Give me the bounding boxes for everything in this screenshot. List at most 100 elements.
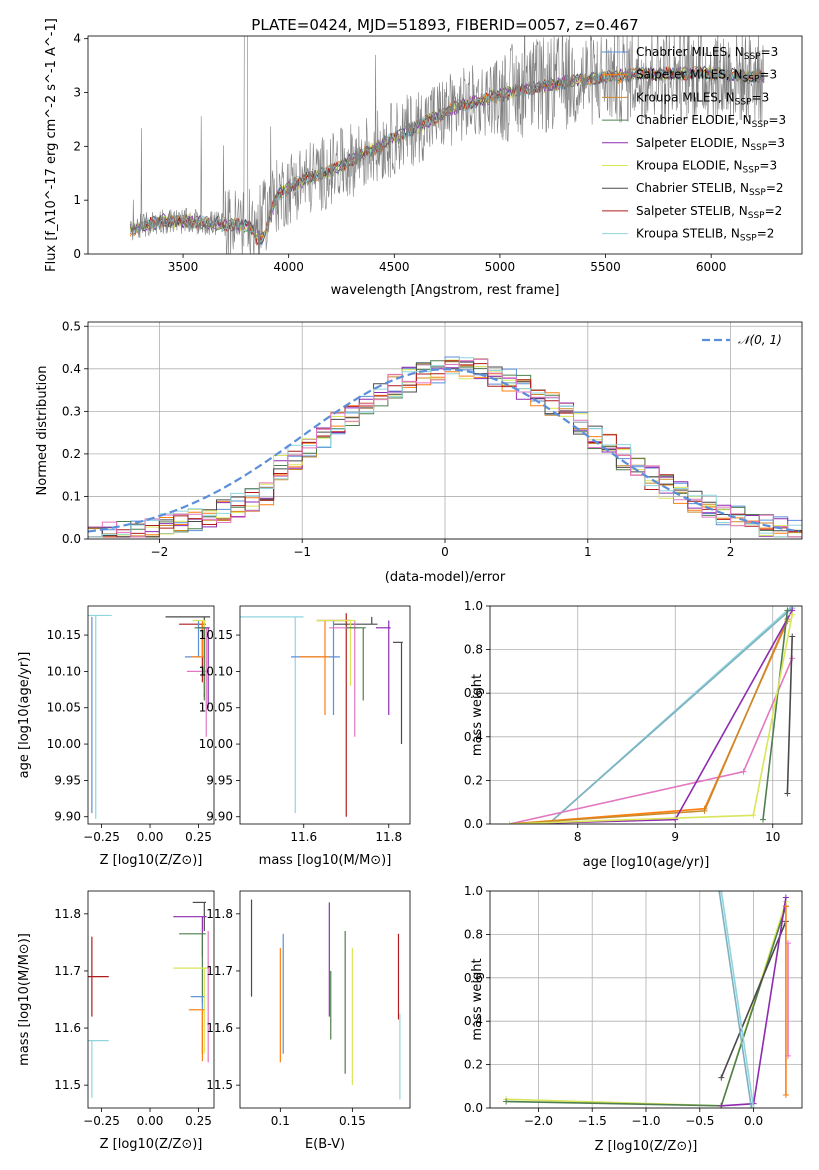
axes-frame — [489, 605, 803, 825]
y-tick-label: 10.00 — [47, 737, 81, 751]
y-axis-label: mass weight — [470, 958, 485, 1040]
legend-suffix: =2 — [757, 227, 775, 241]
legend-suffix: =3 — [759, 68, 777, 82]
weight-marker — [503, 1098, 510, 1105]
legend-subscript: SSP — [752, 120, 769, 130]
axes-frame — [239, 890, 411, 1109]
legend-entry: 𝒩(0, 1) — [738, 333, 782, 347]
legend-entry: Chabrier STELIB, NSSP=2 — [636, 181, 784, 198]
x-tick-label: 9 — [671, 830, 679, 844]
x-tick-label: 0.15 — [339, 1114, 366, 1128]
weight-line — [720, 921, 787, 1078]
y-tick-label: 0.8 — [464, 927, 483, 941]
data-spectrum-line — [129, 36, 765, 254]
y-tick-label: 11.6 — [54, 1021, 81, 1035]
y-tick-label: 9.90 — [54, 810, 81, 824]
legend-subscript: SSP — [748, 211, 765, 221]
legend-suffix: =3 — [752, 90, 770, 104]
y-tick-label: 10.15 — [199, 628, 233, 642]
x-axis-label: Z [log10(Z/Z⊙)] — [100, 853, 203, 868]
weight-marker — [785, 1052, 792, 1059]
plot-area — [88, 356, 802, 538]
x-tick-label: 10 — [765, 830, 780, 844]
y-tick-label: 0.4 — [464, 730, 483, 744]
axes-frame — [87, 605, 215, 825]
axes-frame — [489, 890, 803, 1109]
x-axis-label: wavelength [Angstrom, rest frame] — [331, 283, 560, 298]
weight-vs-metallicity-panel: −2.0 −1.5 −1.0 −0.5 0.0 0.0 0.2 0.4 0.6 0.8 1.0 Z [… — [464, 884, 803, 1154]
y-tick-label: 0.2 — [464, 773, 483, 787]
legend-suffix: =3 — [761, 45, 779, 59]
legend-subscript: SSP — [740, 234, 757, 244]
y-tick-label: 10.10 — [199, 664, 233, 678]
x-tick-label: 0.1 — [271, 1114, 290, 1128]
x-tick-label: 6000 — [696, 260, 727, 274]
legend-suffix: =3 — [759, 159, 777, 173]
residual-histogram — [88, 358, 802, 538]
weight-marker — [782, 894, 789, 901]
y-tick-label: 11.8 — [206, 907, 233, 921]
axes-frame — [239, 605, 411, 825]
legend-entry: Kroupa ELODIE, NSSP=3 — [636, 159, 777, 176]
legend-subscript: SSP — [743, 166, 760, 176]
y-tick-label: 1.0 — [464, 599, 483, 613]
weight-marker — [784, 607, 791, 614]
y-tick-label: 9.90 — [206, 810, 233, 824]
weight-marker — [748, 1105, 755, 1108]
spectrum-panel: 3500 4000 4500 5000 5500 6000 0 1 2 3 4 Chabrier MI… — [44, 18, 803, 298]
x-tick-label: 11.8 — [375, 830, 402, 844]
x-tick-label: −0.25 — [83, 830, 120, 844]
x-tick-label: 0.25 — [185, 1114, 212, 1128]
plot-area — [129, 36, 765, 254]
x-tick-label: 5000 — [485, 260, 516, 274]
y-axis-label: Normed distribution — [35, 366, 50, 496]
x-tick-label: −0.5 — [685, 1114, 714, 1128]
x-tick-label: 2 — [727, 545, 735, 559]
y-tick-label: 10.10 — [47, 664, 81, 678]
x-tick-label: 0.25 — [185, 830, 212, 844]
x-tick-label: −1.5 — [578, 1114, 607, 1128]
weight-marker — [506, 821, 513, 824]
y-tick-label: 0 — [73, 247, 81, 261]
weight-line — [720, 891, 755, 1108]
y-tick-label: 2 — [73, 139, 81, 153]
age-vs-mass-panel: 11.6 11.8 9.90 9.95 10.00 10.05 10.10 10.15 mass… — [199, 605, 411, 868]
plot-area — [503, 891, 792, 1108]
weight-marker — [760, 816, 766, 823]
weight-marker — [718, 1074, 725, 1081]
axes-frame — [87, 35, 803, 255]
figure-title: PLATE=0424, MJD=51893, FIBERID=0057, z=0… — [251, 16, 638, 34]
y-tick-label: 11.7 — [54, 964, 81, 978]
y-axis-label: mass weight — [470, 674, 485, 756]
y-tick-label: 0.6 — [464, 971, 483, 985]
weight-marker — [782, 903, 789, 910]
weight-vs-age-panel: 8 9 10 0.0 0.2 0.4 0.6 0.8 1.0 age [log10(age/yr)… — [464, 599, 803, 870]
y-tick-label: 3 — [73, 86, 81, 100]
weight-marker — [716, 891, 723, 894]
axes-frame — [87, 321, 803, 540]
plot-area — [88, 614, 211, 819]
weight-line — [547, 607, 793, 824]
plot-area — [88, 901, 209, 1098]
y-tick-label: 0.0 — [62, 532, 81, 546]
x-tick-label: 4000 — [273, 260, 304, 274]
x-tick-label: −0.25 — [83, 1114, 120, 1128]
legend-suffix: =3 — [768, 113, 786, 127]
x-tick-label: 1 — [584, 545, 592, 559]
weight-marker — [750, 812, 757, 819]
legend-entry: Chabrier ELODIE, NSSP=3 — [636, 113, 786, 130]
x-tick-label: 0.00 — [137, 1114, 164, 1128]
x-tick-label: 3500 — [168, 260, 199, 274]
x-tick-label: 0.00 — [137, 830, 164, 844]
y-tick-label: 0.3 — [62, 404, 81, 418]
x-tick-label: 4500 — [379, 260, 410, 274]
plot-area — [240, 613, 403, 817]
age-vs-metallicity-panel: −0.25 0.00 0.25 9.90 9.95 10.00 10.05 10.10 10.1… — [17, 605, 215, 868]
legend-subscript: SSP — [744, 52, 761, 62]
y-tick-label: 1 — [73, 193, 81, 207]
legend-suffix: =3 — [767, 136, 785, 150]
x-tick-label: −1.0 — [631, 1114, 660, 1128]
y-tick-label: 0.6 — [464, 686, 483, 700]
mass-vs-ebv-panel: 0.1 0.15 11.5 11.6 11.7 11.8 E(B-V) — [206, 890, 411, 1152]
weight-line — [509, 657, 793, 824]
